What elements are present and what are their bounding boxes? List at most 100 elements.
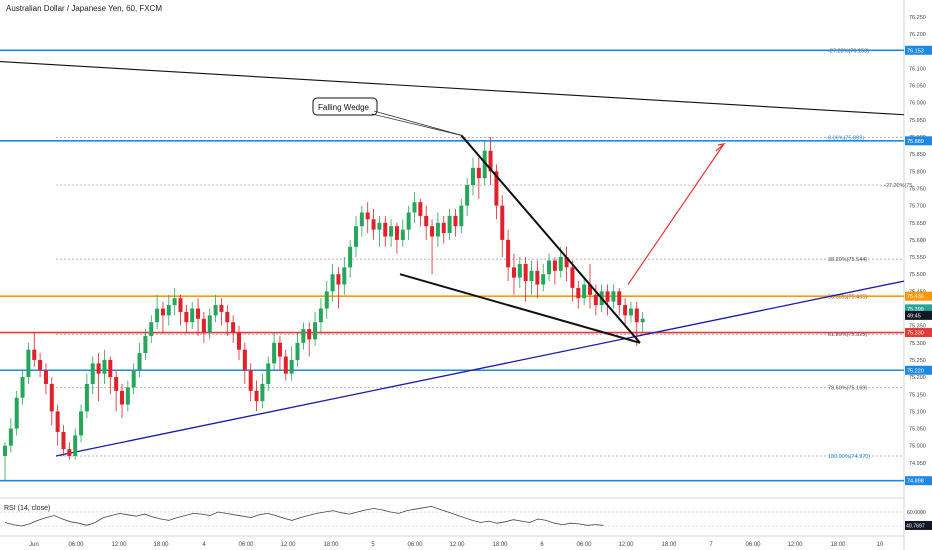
y-tick-label: 75.100 bbox=[909, 409, 926, 415]
candle bbox=[406, 205, 411, 240]
candle bbox=[3, 442, 7, 480]
candle-body bbox=[102, 359, 107, 374]
candle-body bbox=[336, 274, 341, 285]
candle bbox=[61, 425, 66, 456]
candle-body bbox=[359, 212, 364, 227]
candle-body bbox=[494, 171, 499, 206]
candle bbox=[207, 308, 212, 340]
wedge-upper-line bbox=[460, 134, 641, 344]
candle-body bbox=[43, 370, 48, 384]
candle-body bbox=[172, 298, 177, 306]
rsi-tick-label: 60.0000 bbox=[907, 510, 926, 516]
chart-title: Australian Dollar / Japanese Yen, 60, FX… bbox=[6, 4, 163, 13]
candle-body bbox=[459, 205, 464, 227]
candle-body bbox=[476, 167, 481, 179]
candle-body bbox=[96, 363, 101, 374]
candle-body bbox=[535, 270, 540, 285]
candle-body bbox=[49, 383, 54, 412]
candle-body bbox=[14, 397, 19, 429]
candle bbox=[143, 329, 148, 360]
candle bbox=[593, 284, 598, 316]
candle-body bbox=[354, 226, 358, 247]
candle-body bbox=[576, 287, 581, 299]
candle-body bbox=[108, 359, 113, 378]
fib-level-label: -27.20%(75. bbox=[884, 183, 914, 189]
price-badge-text: 75.399 bbox=[907, 307, 924, 313]
candle-body bbox=[506, 239, 511, 268]
candle-body bbox=[55, 411, 60, 432]
candle bbox=[465, 178, 470, 216]
candle bbox=[582, 277, 587, 306]
candle-body bbox=[137, 353, 142, 371]
candle bbox=[307, 322, 312, 357]
candle bbox=[283, 349, 288, 381]
candle bbox=[131, 363, 136, 395]
candle bbox=[628, 301, 633, 323]
x-tick-label: 12:00 bbox=[618, 542, 634, 548]
candle-body bbox=[149, 322, 154, 336]
candle bbox=[342, 257, 347, 295]
candle-body bbox=[219, 305, 224, 312]
candle bbox=[371, 209, 376, 240]
x-tick-label: 12:00 bbox=[111, 542, 127, 548]
x-tick-label: 06:00 bbox=[68, 542, 84, 548]
candle bbox=[73, 428, 78, 460]
candle bbox=[383, 215, 388, 247]
y-tick-label: 75.850 bbox=[909, 152, 926, 158]
candle-body bbox=[260, 383, 265, 402]
price-badge-text: 75.220 bbox=[907, 368, 924, 374]
annotation-label: Falling Wedge bbox=[318, 103, 370, 112]
candle bbox=[84, 373, 89, 419]
price-badge-text: 75.436 bbox=[907, 294, 924, 300]
candle-body bbox=[541, 274, 546, 285]
candle bbox=[424, 205, 429, 240]
x-tick-label: 12:00 bbox=[787, 542, 803, 548]
y-tick-label: 75.000 bbox=[909, 444, 926, 450]
candle bbox=[500, 195, 505, 258]
wedge-lower-line bbox=[399, 273, 641, 344]
candle bbox=[225, 305, 230, 336]
y-tick-label: 75.200 bbox=[909, 375, 926, 381]
candle-body bbox=[371, 219, 376, 230]
candle bbox=[14, 390, 19, 436]
fib-level-label: 38.20%(75.544) bbox=[828, 257, 867, 263]
y-tick-label: 75.600 bbox=[909, 238, 926, 244]
price-badge-text: 75.889 bbox=[907, 139, 924, 145]
candle-body bbox=[582, 284, 587, 299]
candle bbox=[242, 342, 247, 384]
candle-body bbox=[570, 267, 575, 288]
candle bbox=[20, 370, 25, 405]
x-tick-label: 06:00 bbox=[576, 542, 592, 548]
candle-body bbox=[73, 435, 78, 456]
candle bbox=[541, 263, 546, 292]
candle-body bbox=[488, 150, 493, 172]
candle-body bbox=[84, 383, 89, 412]
candle-body bbox=[237, 332, 241, 350]
candle bbox=[160, 301, 165, 333]
candle bbox=[354, 215, 358, 258]
candle bbox=[201, 311, 206, 343]
candle-body bbox=[348, 246, 353, 268]
candle-body bbox=[547, 260, 552, 275]
fib-level-label: 78.60%(75.169) bbox=[828, 386, 867, 392]
y-tick-label: 74.950 bbox=[909, 461, 926, 467]
candle bbox=[324, 281, 329, 319]
candle bbox=[90, 356, 95, 395]
candle-body bbox=[26, 349, 31, 378]
candle-body bbox=[3, 445, 7, 456]
x-tick-label: 18:00 bbox=[492, 542, 508, 548]
candle bbox=[494, 164, 499, 220]
candle bbox=[213, 294, 218, 323]
candle-body bbox=[272, 342, 277, 364]
candle bbox=[535, 260, 540, 299]
x-tick-label: 18:00 bbox=[661, 542, 677, 548]
candle bbox=[441, 215, 446, 244]
candle bbox=[605, 284, 610, 316]
candle bbox=[506, 229, 511, 282]
candle bbox=[447, 209, 452, 240]
y-tick-label: 76.100 bbox=[909, 66, 926, 72]
candle bbox=[523, 257, 528, 302]
y-tick-label: 75.700 bbox=[909, 204, 926, 210]
candle bbox=[430, 219, 435, 275]
candle-body bbox=[38, 359, 43, 371]
